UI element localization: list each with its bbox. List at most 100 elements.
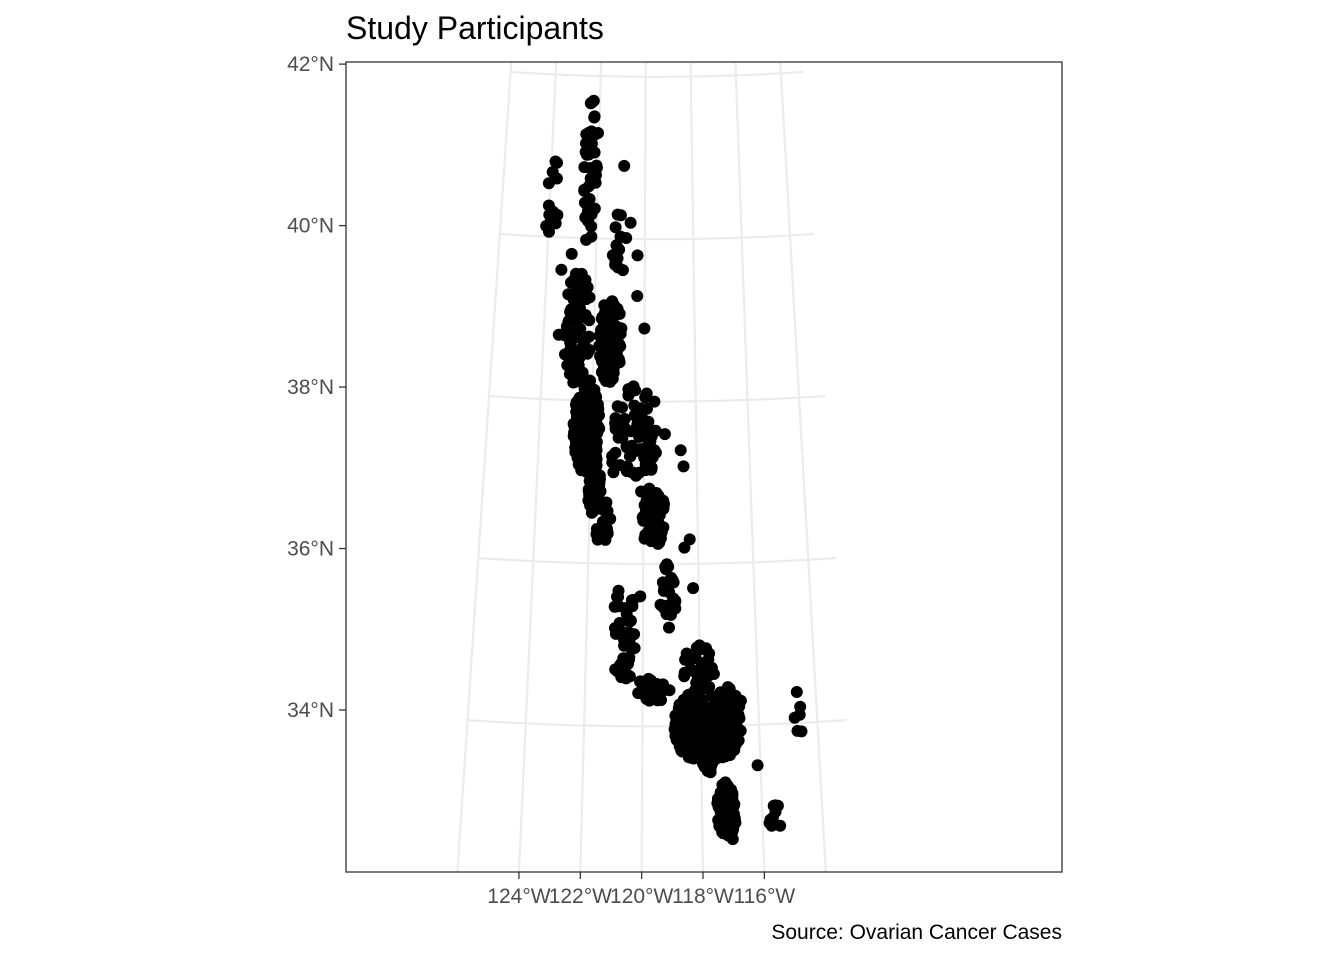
participant-point [723, 807, 735, 820]
participant-point [642, 530, 655, 543]
chart-caption: Source: Ovarian Cancer Cases [771, 921, 1062, 944]
participant-point [641, 402, 653, 415]
participant-point [573, 310, 586, 323]
participant-point [579, 146, 592, 158]
chart-title: Study Participants [346, 10, 604, 46]
graticule-lon-126 [456, 62, 513, 872]
participant-point [658, 428, 671, 441]
participant-point [612, 623, 625, 636]
points-layer [540, 94, 808, 846]
participant-point [712, 814, 725, 827]
participant-point [575, 407, 588, 420]
participant-point [667, 576, 680, 589]
participant-point [618, 634, 631, 647]
participant-point [650, 498, 663, 511]
participant-point [640, 494, 653, 507]
participant-point [634, 675, 647, 688]
participant-point [703, 701, 716, 714]
participant-point [609, 221, 622, 234]
participant-point [628, 628, 641, 641]
participant-point [594, 351, 607, 364]
graticule-lat-42 [510, 70, 804, 78]
x-tick-label: 124°W [487, 885, 550, 908]
participant-point [600, 496, 613, 509]
participant-point [707, 739, 720, 752]
graticule-lat-36 [478, 557, 836, 566]
graticule-lon-118 [689, 62, 705, 872]
participant-point [609, 446, 622, 459]
participant-point [613, 356, 626, 369]
participant-point [650, 488, 663, 501]
participant-point [679, 695, 692, 708]
participant-point [774, 819, 787, 832]
participant-point [795, 725, 808, 738]
participant-point [581, 208, 594, 221]
graticule-lon-114 [779, 62, 827, 872]
participant-point [624, 216, 637, 229]
participant-point [716, 826, 729, 839]
participant-point [634, 426, 647, 439]
participant-point [700, 642, 712, 655]
participant-point [678, 670, 691, 683]
participant-point [612, 431, 625, 444]
y-tick-label: 34°N [287, 699, 334, 722]
participant-point [619, 602, 632, 615]
participant-point [663, 684, 676, 697]
participant-point [653, 536, 666, 549]
participant-point [631, 290, 644, 302]
participant-point [646, 693, 658, 706]
participant-point [627, 466, 640, 479]
participant-point [601, 324, 614, 337]
participant-point [578, 161, 591, 174]
participant-point [640, 387, 653, 400]
y-tick-label: 36°N [287, 538, 334, 561]
participant-point [565, 247, 578, 260]
participant-point [729, 816, 742, 829]
participant-point [707, 690, 720, 703]
participant-point [571, 348, 584, 361]
participant-point [549, 155, 562, 168]
participant-point [587, 94, 600, 107]
participant-point [677, 460, 690, 473]
participant-point [606, 372, 619, 385]
participant-point [583, 374, 596, 387]
participant-point [592, 420, 604, 433]
participant-point [628, 399, 641, 412]
participant-point [673, 732, 686, 745]
participant-point [622, 657, 634, 670]
y-tick-label: 38°N [287, 376, 334, 399]
participant-point [731, 721, 744, 734]
participant-point [588, 146, 601, 159]
participant-point [715, 720, 728, 733]
participant-point [590, 169, 602, 182]
graticule-lon-116 [734, 62, 766, 872]
participant-point [612, 590, 625, 603]
participant-point [605, 339, 617, 352]
participant-point [692, 677, 705, 690]
participant-point [711, 792, 724, 805]
participant-point [674, 444, 687, 457]
participant-point [657, 601, 670, 614]
participant-point [683, 533, 696, 546]
participant-point [658, 581, 671, 594]
participant-point [725, 786, 738, 799]
participant-point [628, 642, 641, 655]
participant-point [686, 719, 699, 732]
participant-point [644, 674, 657, 687]
participant-point [616, 401, 628, 414]
participant-point [588, 110, 601, 123]
participant-point [793, 708, 806, 721]
participant-point [578, 196, 591, 209]
x-tick-label: 120°W [610, 885, 673, 908]
participant-point [618, 159, 631, 172]
participant-point [567, 329, 580, 342]
participant-point [591, 398, 604, 411]
participant-point [634, 590, 647, 603]
participant-point [671, 719, 684, 731]
participant-point [609, 412, 622, 425]
participant-point [588, 443, 601, 456]
participant-point [631, 249, 644, 262]
participant-point [717, 693, 730, 706]
